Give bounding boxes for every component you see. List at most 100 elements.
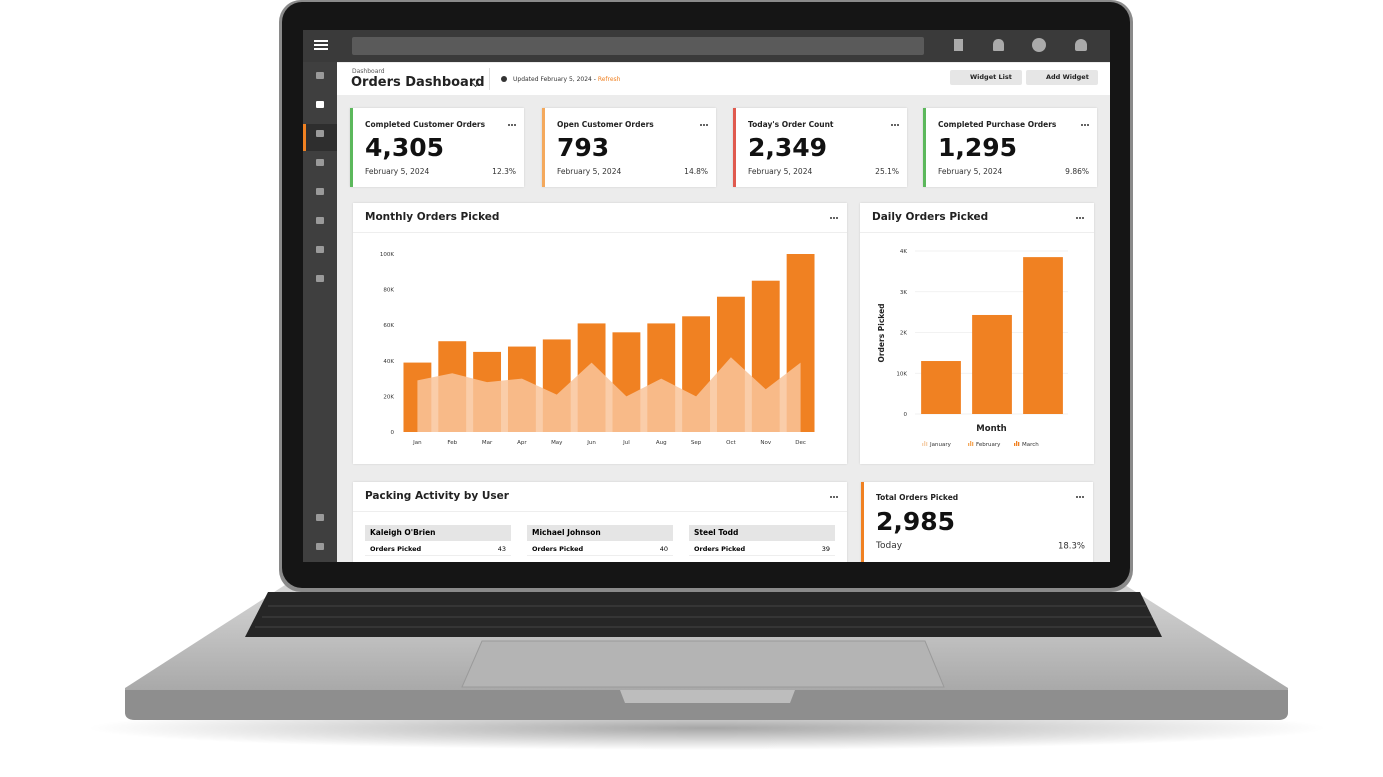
- nav-icon[interactable]: [316, 159, 324, 166]
- legend-swatch: [970, 441, 972, 446]
- y-tick-label: 20K: [383, 394, 394, 400]
- page-header: Dashboard Orders Dashboard Updated Febru…: [337, 63, 1110, 95]
- y-tick-label: 0: [904, 412, 908, 418]
- nav-icon[interactable]: [316, 130, 324, 137]
- kpi-change: 14.8%: [681, 167, 708, 177]
- change-text: 14.8%: [684, 167, 708, 176]
- active-nav[interactable]: [303, 124, 337, 151]
- nav-icon[interactable]: [316, 72, 324, 79]
- breadcrumb[interactable]: Dashboard: [352, 68, 385, 75]
- card-menu[interactable]: [830, 496, 832, 498]
- menu-icon[interactable]: [314, 40, 328, 42]
- legend-swatch: [926, 442, 928, 446]
- separator: [353, 232, 847, 233]
- kpi-card: Completed Customer Orders 4,305 February 5…: [350, 108, 524, 187]
- legend-swatch: [972, 442, 974, 446]
- kpi-date: February 5, 2024: [365, 167, 430, 176]
- help-icon[interactable]: [1032, 38, 1046, 52]
- kpi-title: Today's Order Count: [748, 120, 834, 129]
- nav-icon[interactable]: [316, 188, 324, 195]
- kpi-change: 9.86%: [1062, 167, 1089, 177]
- y-tick-label: 40K: [383, 359, 394, 365]
- y-axis-label: Orders Picked: [877, 303, 886, 362]
- kpi-menu[interactable]: [1081, 124, 1083, 126]
- user-row: Orders Picked 43: [365, 545, 511, 556]
- kpi-card: Open Customer Orders 793 February 5, 2024 1…: [542, 108, 716, 187]
- legend-label: February: [976, 442, 1001, 448]
- total-change: 18.3%: [1055, 541, 1085, 552]
- kpi-menu[interactable]: [700, 124, 702, 126]
- key-rows: [255, 605, 1157, 628]
- notch: [620, 690, 795, 703]
- user-column: Michael Johnson Orders Picked 40: [527, 525, 673, 562]
- x-tick-label: Mar: [482, 440, 493, 446]
- kpi-title: Open Customer Orders: [557, 120, 654, 129]
- bell-icon[interactable]: [993, 39, 1004, 51]
- add-widget-button[interactable]: Add Widget: [1026, 70, 1098, 85]
- change-text: 18.3%: [1057, 541, 1085, 552]
- row-label: Orders Picked: [532, 545, 584, 553]
- sidebar: [303, 62, 337, 562]
- total-card: Total Orders Picked 2,985 Today 18.3%: [861, 482, 1093, 562]
- card-menu[interactable]: [1076, 217, 1078, 219]
- user-column: Steel Todd Orders Picked 39: [689, 525, 835, 562]
- change-text: 12.3%: [492, 167, 516, 176]
- gear-icon: [501, 76, 507, 82]
- y-tick-label: 10K: [896, 371, 907, 377]
- legend-swatch: [1014, 443, 1016, 446]
- kpi-card: Today's Order Count 2,349 February 5, 2024…: [733, 108, 907, 187]
- nav-icon[interactable]: [316, 246, 324, 253]
- bar: [972, 314, 1012, 414]
- user-column: Kaleigh O'Brien Orders Picked 43: [365, 525, 511, 562]
- bookmark-icon[interactable]: [954, 39, 963, 51]
- row-label: Orders Picked: [694, 545, 746, 553]
- search-box[interactable]: [352, 37, 924, 55]
- monthly-card: Monthly Orders Picked 0 20K 40K 60K 80K 100K J…: [353, 203, 847, 464]
- daily-chart: 0 10K 2K 3K 4K Orders Picked Month January Febru…: [877, 249, 1068, 448]
- x-tick-label: Jul: [622, 440, 630, 446]
- kpi-date: February 5, 2024: [748, 167, 813, 176]
- kpi-value: 793: [557, 133, 610, 162]
- user-icon[interactable]: [1075, 39, 1087, 51]
- card-menu[interactable]: [830, 217, 832, 219]
- kpi-menu[interactable]: [891, 124, 893, 126]
- kpi-value: 4,305: [365, 133, 445, 162]
- kpi-card: Completed Purchase Orders 1,295 February 5…: [923, 108, 1097, 187]
- nav-icon[interactable]: [316, 275, 324, 282]
- legend-swatch: [924, 441, 926, 446]
- kpi-value: 2,349: [748, 133, 828, 162]
- x-tick-label: Nov: [760, 440, 771, 446]
- x-tick-label: Sep: [691, 440, 702, 446]
- x-tick-label: Apr: [517, 440, 527, 446]
- updated-label: Updated February 5, 2024 -: [513, 76, 598, 83]
- legend-swatch: [968, 443, 970, 446]
- row-value: 40: [659, 545, 668, 553]
- page-title[interactable]: Orders Dashboard: [351, 75, 485, 90]
- card-title: Packing Activity by User: [365, 490, 509, 502]
- keyboard: [245, 592, 1162, 637]
- nav-icon[interactable]: [316, 217, 324, 224]
- y-tick-label: 0: [391, 430, 395, 436]
- nav-icon[interactable]: [316, 543, 324, 550]
- legend-swatch: [922, 443, 924, 446]
- y-tick-label: 60K: [383, 323, 394, 329]
- nav-icon[interactable]: [316, 101, 324, 108]
- kpi-date: February 5, 2024: [938, 167, 1003, 176]
- total-title: Total Orders Picked: [876, 493, 959, 502]
- kpi-menu[interactable]: [508, 124, 510, 126]
- kpi-change: 25.1%: [872, 167, 899, 177]
- separator: [860, 232, 1094, 233]
- card-menu[interactable]: [1076, 496, 1078, 498]
- widget-list-button[interactable]: Widget List: [950, 70, 1022, 85]
- x-tick-label: Feb: [447, 440, 457, 446]
- screen: Dashboard Orders Dashboard Updated Febru…: [303, 30, 1110, 562]
- change-text: 25.1%: [875, 167, 899, 176]
- nav-icon[interactable]: [316, 514, 324, 521]
- x-tick-label: Oct: [726, 440, 736, 446]
- kpi-title: Completed Purchase Orders: [938, 120, 1057, 129]
- user-name: Michael Johnson: [527, 525, 673, 541]
- refresh-link[interactable]: Refresh: [597, 76, 621, 83]
- card-title: Monthly Orders Picked: [365, 211, 500, 223]
- card-title: Daily Orders Picked: [872, 211, 989, 223]
